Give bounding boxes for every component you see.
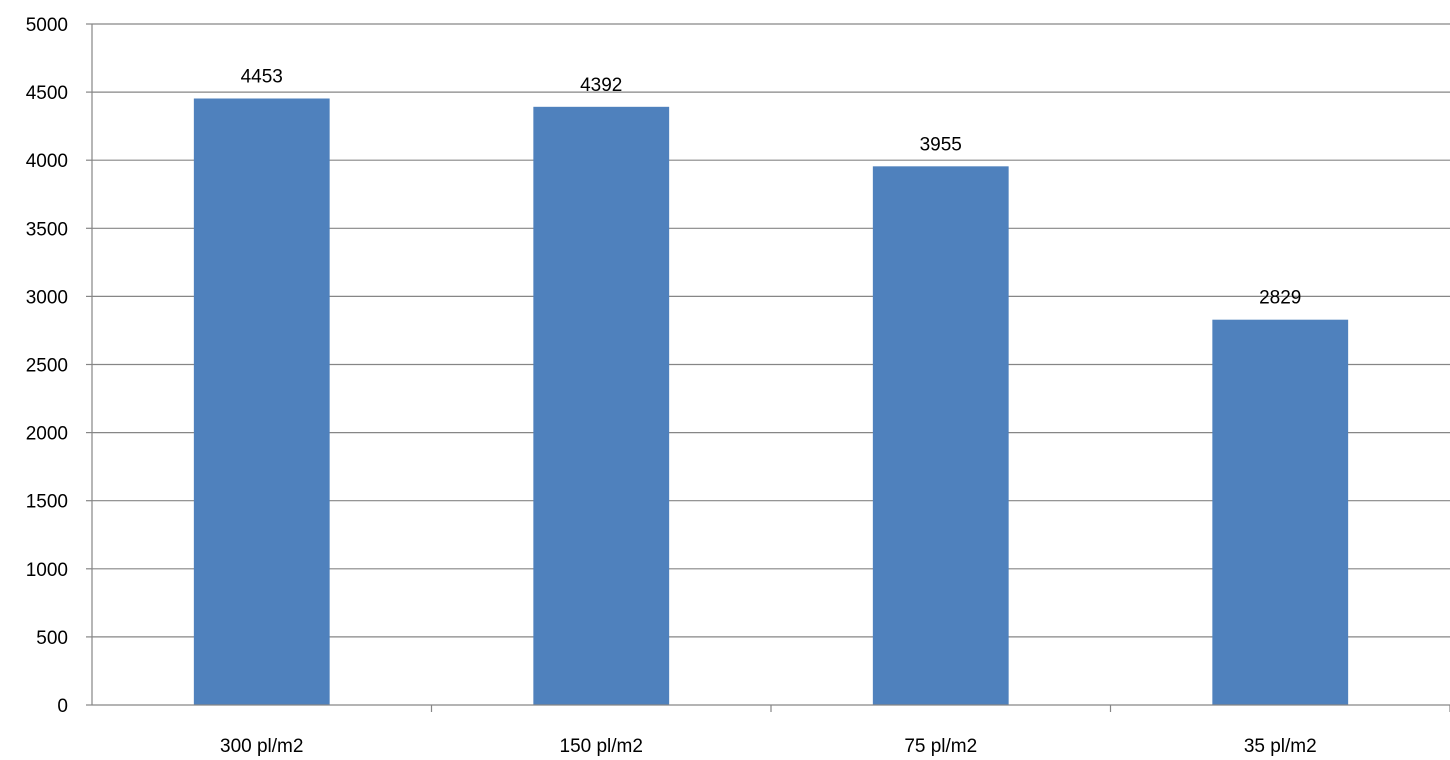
y-tick-label: 2000 (26, 424, 68, 445)
y-tick-label: 0 (57, 696, 68, 717)
y-tick-label: 4000 (26, 151, 68, 172)
data-label: 4392 (580, 75, 622, 96)
y-tick-label: 3000 (26, 287, 68, 308)
bar (533, 106, 670, 706)
y-tick-label: 1500 (26, 492, 68, 513)
data-labels: 4453 4392 3955 2829 (241, 67, 1302, 309)
x-tick-label: 300 pl/m2 (220, 736, 303, 757)
y-tick-label: 4500 (26, 83, 68, 104)
bar (193, 98, 330, 705)
y-tick-label: 1000 (26, 560, 68, 581)
y-tick-label: 500 (36, 628, 68, 649)
y-tick-label: 2500 (26, 356, 68, 377)
y-tick-labels: 0 500 1000 1500 2000 2500 3000 3500 4000 4500 5000 (26, 15, 68, 717)
bar (872, 166, 1009, 706)
data-label: 4453 (241, 67, 283, 88)
x-tick-label: 35 pl/m2 (1244, 736, 1317, 757)
axes (86, 23, 1450, 712)
data-label: 3955 (920, 134, 962, 155)
y-tick-label: 5000 (26, 15, 68, 36)
data-label: 2829 (1259, 288, 1301, 309)
x-tick-labels: 300 pl/m2 150 pl/m2 75 pl/m2 35 pl/m2 (220, 736, 1317, 757)
bars (193, 98, 1349, 706)
bar (1212, 319, 1349, 705)
y-tick-label: 3500 (26, 219, 68, 240)
x-tick-label: 75 pl/m2 (904, 736, 977, 757)
x-tick-label: 150 pl/m2 (560, 736, 643, 757)
